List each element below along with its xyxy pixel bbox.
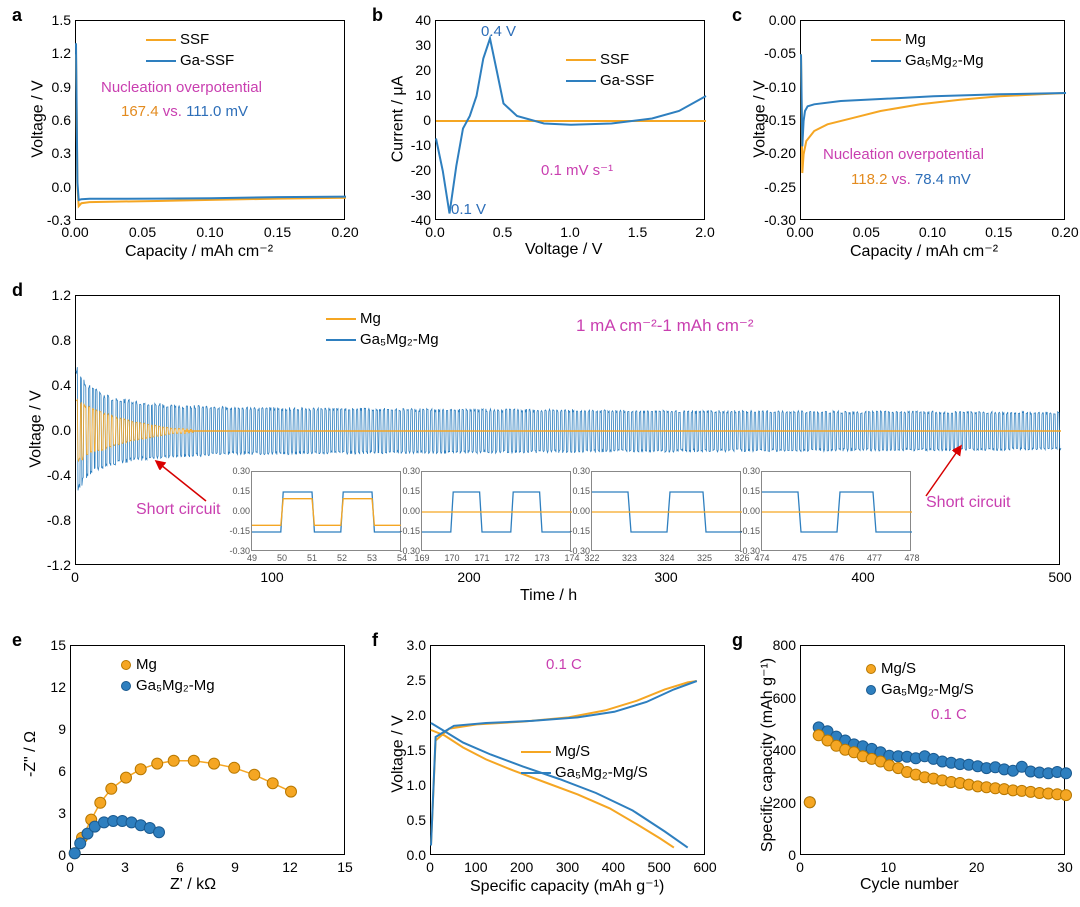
panel-e-legend: Mg Ga₅Mg₂-Mg	[121, 654, 215, 696]
panel-c-values: 118.2 vs. 78.4 mV	[851, 171, 971, 188]
panel-e-letter: e	[12, 630, 22, 651]
panel-d-xlabel: Time / h	[520, 587, 577, 605]
panel-g-xlabel: Cycle number	[860, 876, 959, 894]
panel-c-plot: Mg Ga₅Mg₂-Mg Nucleation overpotential 11…	[800, 20, 1065, 220]
panel-b-xlabel: Voltage / V	[525, 241, 602, 259]
panel-e: e Mg Ga₅Mg₂-Mg -Z" / Ω Z' / kΩ 036912150…	[10, 630, 355, 900]
panel-a: a SSF Ga-SSF Nucleation overpotential 16…	[10, 5, 355, 265]
legend-ga-c: Ga₅Mg₂-Mg	[905, 52, 984, 69]
legend-mg-c: Mg	[905, 31, 926, 48]
legend-ga-d: Ga₅Mg₂-Mg	[360, 331, 439, 348]
legend-ssf: SSF	[180, 31, 209, 48]
panel-b: b SSF Ga-SSF 0.1 mV s⁻¹ 0.4 V 0.1 V Curr…	[370, 5, 715, 265]
panel-d-cond: 1 mA cm⁻²-1 mAh cm⁻²	[576, 316, 754, 336]
panel-b-plot: SSF Ga-SSF 0.1 mV s⁻¹ 0.4 V 0.1 V	[435, 20, 705, 220]
panel-d-plot: Mg Ga₅Mg₂-Mg 1 mA cm⁻²-1 mAh cm⁻² Short …	[75, 295, 1060, 565]
panel-c-legend: Mg Ga₅Mg₂-Mg	[871, 29, 984, 71]
panel-a-values: 167.4 vs. 111.0 mV	[121, 103, 248, 120]
legend-gassf: Ga-SSF	[180, 52, 234, 69]
panel-g-letter: g	[732, 630, 743, 651]
panel-d-legend: Mg Ga₅Mg₂-Mg	[326, 308, 439, 350]
panel-c-xlabel: Capacity / mAh cm⁻²	[850, 241, 998, 261]
panel-a-legend: SSF Ga-SSF	[146, 29, 234, 71]
panel-a-letter: a	[12, 5, 22, 26]
panel-f-legend: Mg/S Ga₅Mg₂-Mg/S	[521, 741, 648, 783]
legend-ga-e: Ga₅Mg₂-Mg	[136, 677, 215, 694]
panel-f-xlabel: Specific capacity (mAh g⁻¹)	[470, 876, 664, 896]
legend-gas-g: Ga₅Mg₂-Mg/S	[881, 681, 974, 698]
panel-e-xlabel: Z' / kΩ	[170, 876, 216, 894]
panel-b-redpeak: 0.1 V	[451, 201, 486, 218]
panel-b-rate: 0.1 mV s⁻¹	[541, 161, 613, 179]
legend-mgs-f: Mg/S	[555, 743, 590, 760]
panel-a-annot: Nucleation overpotential	[101, 79, 262, 96]
panel-a-plot: SSF Ga-SSF Nucleation overpotential 167.…	[75, 20, 345, 220]
legend-mgs-g: Mg/S	[881, 660, 916, 677]
panel-b-letter: b	[372, 5, 383, 26]
legend-mg-e: Mg	[136, 656, 157, 673]
panel-g-rate: 0.1 C	[931, 706, 967, 723]
panel-b-oxpeak: 0.4 V	[481, 23, 516, 40]
panel-g: g Mg/S Ga₅Mg₂-Mg/S 0.1 C Specific capaci…	[730, 630, 1075, 900]
legend-gas-f: Ga₅Mg₂-Mg/S	[555, 764, 648, 781]
panel-g-legend: Mg/S Ga₅Mg₂-Mg/S	[866, 658, 974, 700]
panel-c-annot: Nucleation overpotential	[823, 146, 984, 163]
panel-b-legend: SSF Ga-SSF	[566, 49, 654, 91]
legend-ssf-b: SSF	[600, 51, 629, 68]
panel-g-plot: Mg/S Ga₅Mg₂-Mg/S 0.1 C	[800, 645, 1065, 855]
panel-f-plot: Mg/S Ga₅Mg₂-Mg/S 0.1 C	[430, 645, 705, 855]
panel-d: d Mg Ga₅Mg₂-Mg 1 mA cm⁻²-1 mAh cm⁻² Shor…	[10, 280, 1070, 610]
panel-d-letter: d	[12, 280, 23, 301]
panel-f-letter: f	[372, 630, 378, 651]
legend-mg-d: Mg	[360, 310, 381, 327]
panel-f-rate: 0.1 C	[546, 656, 582, 673]
panel-c: c Mg Ga₅Mg₂-Mg Nucleation overpotential …	[730, 5, 1075, 265]
panel-f: f Mg/S Ga₅Mg₂-Mg/S 0.1 C Voltage / V Spe…	[370, 630, 715, 900]
legend-gassf-b: Ga-SSF	[600, 72, 654, 89]
panel-c-letter: c	[732, 5, 742, 26]
panel-e-plot: Mg Ga₅Mg₂-Mg	[70, 645, 345, 855]
panel-a-xlabel: Capacity / mAh cm⁻²	[125, 241, 273, 261]
